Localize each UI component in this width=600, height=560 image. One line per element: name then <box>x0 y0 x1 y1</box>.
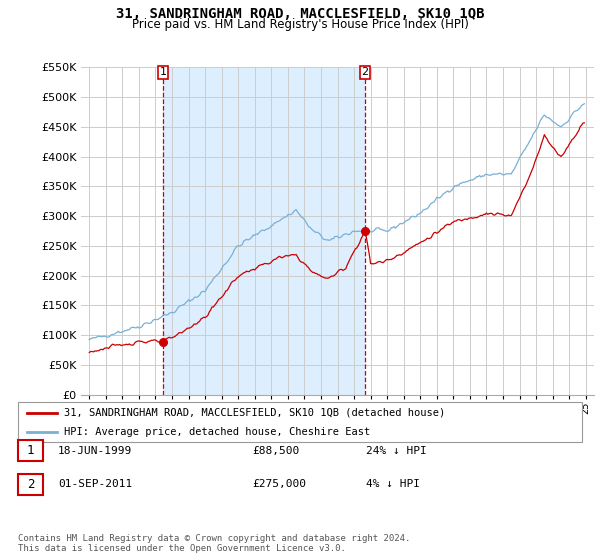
Bar <box>163 67 365 395</box>
Text: 1: 1 <box>160 67 167 77</box>
Text: 01-SEP-2011: 01-SEP-2011 <box>58 479 133 489</box>
Text: 1: 1 <box>27 444 34 458</box>
Text: £88,500: £88,500 <box>252 446 299 456</box>
Text: 24% ↓ HPI: 24% ↓ HPI <box>366 446 427 456</box>
Text: HPI: Average price, detached house, Cheshire East: HPI: Average price, detached house, Ches… <box>64 427 370 436</box>
Text: 2: 2 <box>27 478 34 491</box>
Text: 18-JUN-1999: 18-JUN-1999 <box>58 446 133 456</box>
Text: Price paid vs. HM Land Registry's House Price Index (HPI): Price paid vs. HM Land Registry's House … <box>131 18 469 31</box>
Text: 4% ↓ HPI: 4% ↓ HPI <box>366 479 420 489</box>
Text: £275,000: £275,000 <box>252 479 306 489</box>
Text: 31, SANDRINGHAM ROAD, MACCLESFIELD, SK10 1QB: 31, SANDRINGHAM ROAD, MACCLESFIELD, SK10… <box>116 7 484 21</box>
Text: Contains HM Land Registry data © Crown copyright and database right 2024.
This d: Contains HM Land Registry data © Crown c… <box>18 534 410 553</box>
Text: 31, SANDRINGHAM ROAD, MACCLESFIELD, SK10 1QB (detached house): 31, SANDRINGHAM ROAD, MACCLESFIELD, SK10… <box>64 408 445 418</box>
Text: 2: 2 <box>362 67 368 77</box>
